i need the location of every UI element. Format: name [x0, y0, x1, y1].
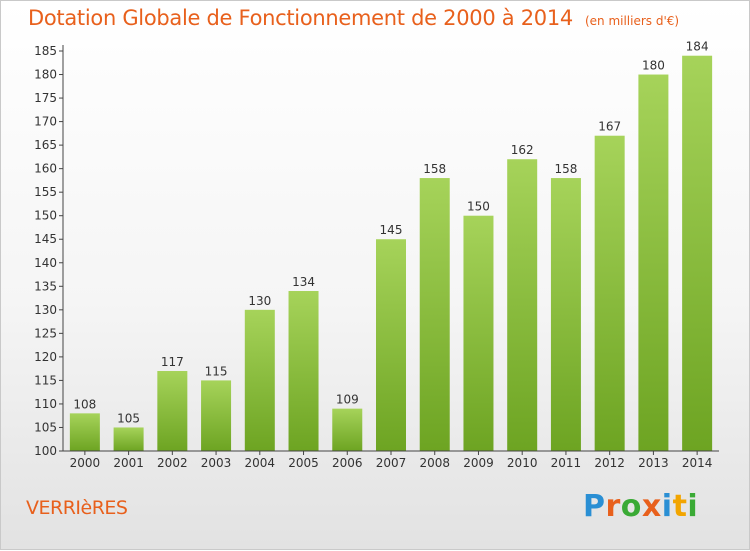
y-tick-label: 135: [34, 279, 57, 293]
x-tick-label: 2010: [507, 456, 538, 470]
logo-letter: i: [661, 489, 673, 524]
bar: [113, 427, 144, 451]
proxiti-logo: Proxiti: [583, 489, 698, 524]
bar-value-label: 105: [117, 411, 140, 425]
bar-value-label: 162: [511, 143, 534, 157]
x-tick-label: 2000: [70, 456, 101, 470]
y-tick-label: 150: [34, 209, 57, 223]
y-tick-label: 185: [34, 44, 57, 58]
bar: [638, 74, 669, 451]
bar: [463, 215, 494, 451]
unit-note: (en milliers d'€): [584, 14, 680, 28]
y-tick-label: 140: [34, 256, 57, 270]
y-tick-label: 165: [34, 138, 57, 152]
bar: [244, 309, 275, 451]
bar-value-label: 115: [205, 364, 228, 378]
y-tick-label: 125: [34, 326, 57, 340]
logo-letter: r: [605, 489, 621, 524]
x-tick-label: 2011: [551, 456, 582, 470]
bar: [550, 178, 581, 451]
y-axis: 100 105 110 115 120 125 130 135 140 145 150 155 160 1…: [34, 44, 64, 458]
y-tick-label: 100: [34, 444, 57, 458]
x-tick-label: 2007: [376, 456, 407, 470]
y-tick-label: 115: [34, 373, 57, 387]
bar: [682, 55, 713, 452]
bar-value-label: 145: [380, 223, 403, 237]
x-tick-label: 2005: [288, 456, 319, 470]
bar: [157, 371, 188, 451]
y-tick-label: 145: [34, 232, 57, 246]
place-name: VERRIèRES: [26, 497, 128, 519]
bar: [288, 291, 319, 451]
x-tick-label: 2014: [682, 456, 713, 470]
bar: [594, 135, 625, 452]
bar-value-label: 158: [554, 162, 577, 176]
logo-letter: o: [620, 489, 642, 524]
bar-value-label: 108: [73, 397, 96, 411]
bar-value-label: 150: [467, 200, 490, 214]
y-tick-label: 120: [34, 350, 57, 364]
x-tick-label: 2006: [332, 456, 363, 470]
bar: [69, 413, 100, 451]
x-tick-label: 2013: [638, 456, 669, 470]
bar: [419, 178, 450, 451]
bar-value-label: 180: [642, 59, 665, 73]
title-text: Dotation Globale de Fonctionnement de 20…: [28, 6, 573, 30]
bar-value-label: 184: [686, 40, 709, 54]
bar-value-label: 109: [336, 393, 359, 407]
bars-group: 108 105 117 115 130 134 109 145 158 150 162 158 167 1…: [69, 40, 713, 452]
y-tick-label: 170: [34, 115, 57, 129]
bar-value-label: 130: [248, 294, 271, 308]
logo-letter: P: [583, 489, 606, 524]
bar-value-label: 134: [292, 275, 315, 289]
bar: [332, 408, 363, 451]
chart-title: Dotation Globale de Fonctionnement de 20…: [28, 6, 679, 30]
x-tick-label: 2003: [201, 456, 232, 470]
y-tick-label: 180: [34, 68, 57, 82]
x-tick-label: 2001: [113, 456, 144, 470]
logo-letter: i: [687, 489, 699, 524]
y-tick-label: 175: [34, 91, 57, 105]
x-tick-label: 2008: [419, 456, 450, 470]
bar-value-label: 117: [161, 355, 184, 369]
bar-value-label: 158: [423, 162, 446, 176]
bar: [376, 239, 406, 451]
x-tick-label: 2009: [463, 456, 494, 470]
bar: [201, 380, 232, 451]
y-tick-label: 130: [34, 303, 57, 317]
x-tick-label: 2012: [594, 456, 625, 470]
logo-letter: t: [672, 489, 688, 524]
y-tick-label: 110: [34, 397, 57, 411]
y-tick-label: 160: [34, 162, 57, 176]
bar: [507, 159, 538, 451]
logo-letter: x: [641, 489, 662, 524]
y-tick-label: 155: [34, 185, 57, 199]
y-tick-label: 105: [34, 420, 57, 434]
x-tick-label: 2004: [245, 456, 276, 470]
x-tick-label: 2002: [157, 456, 188, 470]
x-axis: 2000 2001 2002 2003 2004 2005 2006 2007 2008 2009…: [63, 450, 719, 470]
bar-value-label: 167: [598, 120, 621, 134]
